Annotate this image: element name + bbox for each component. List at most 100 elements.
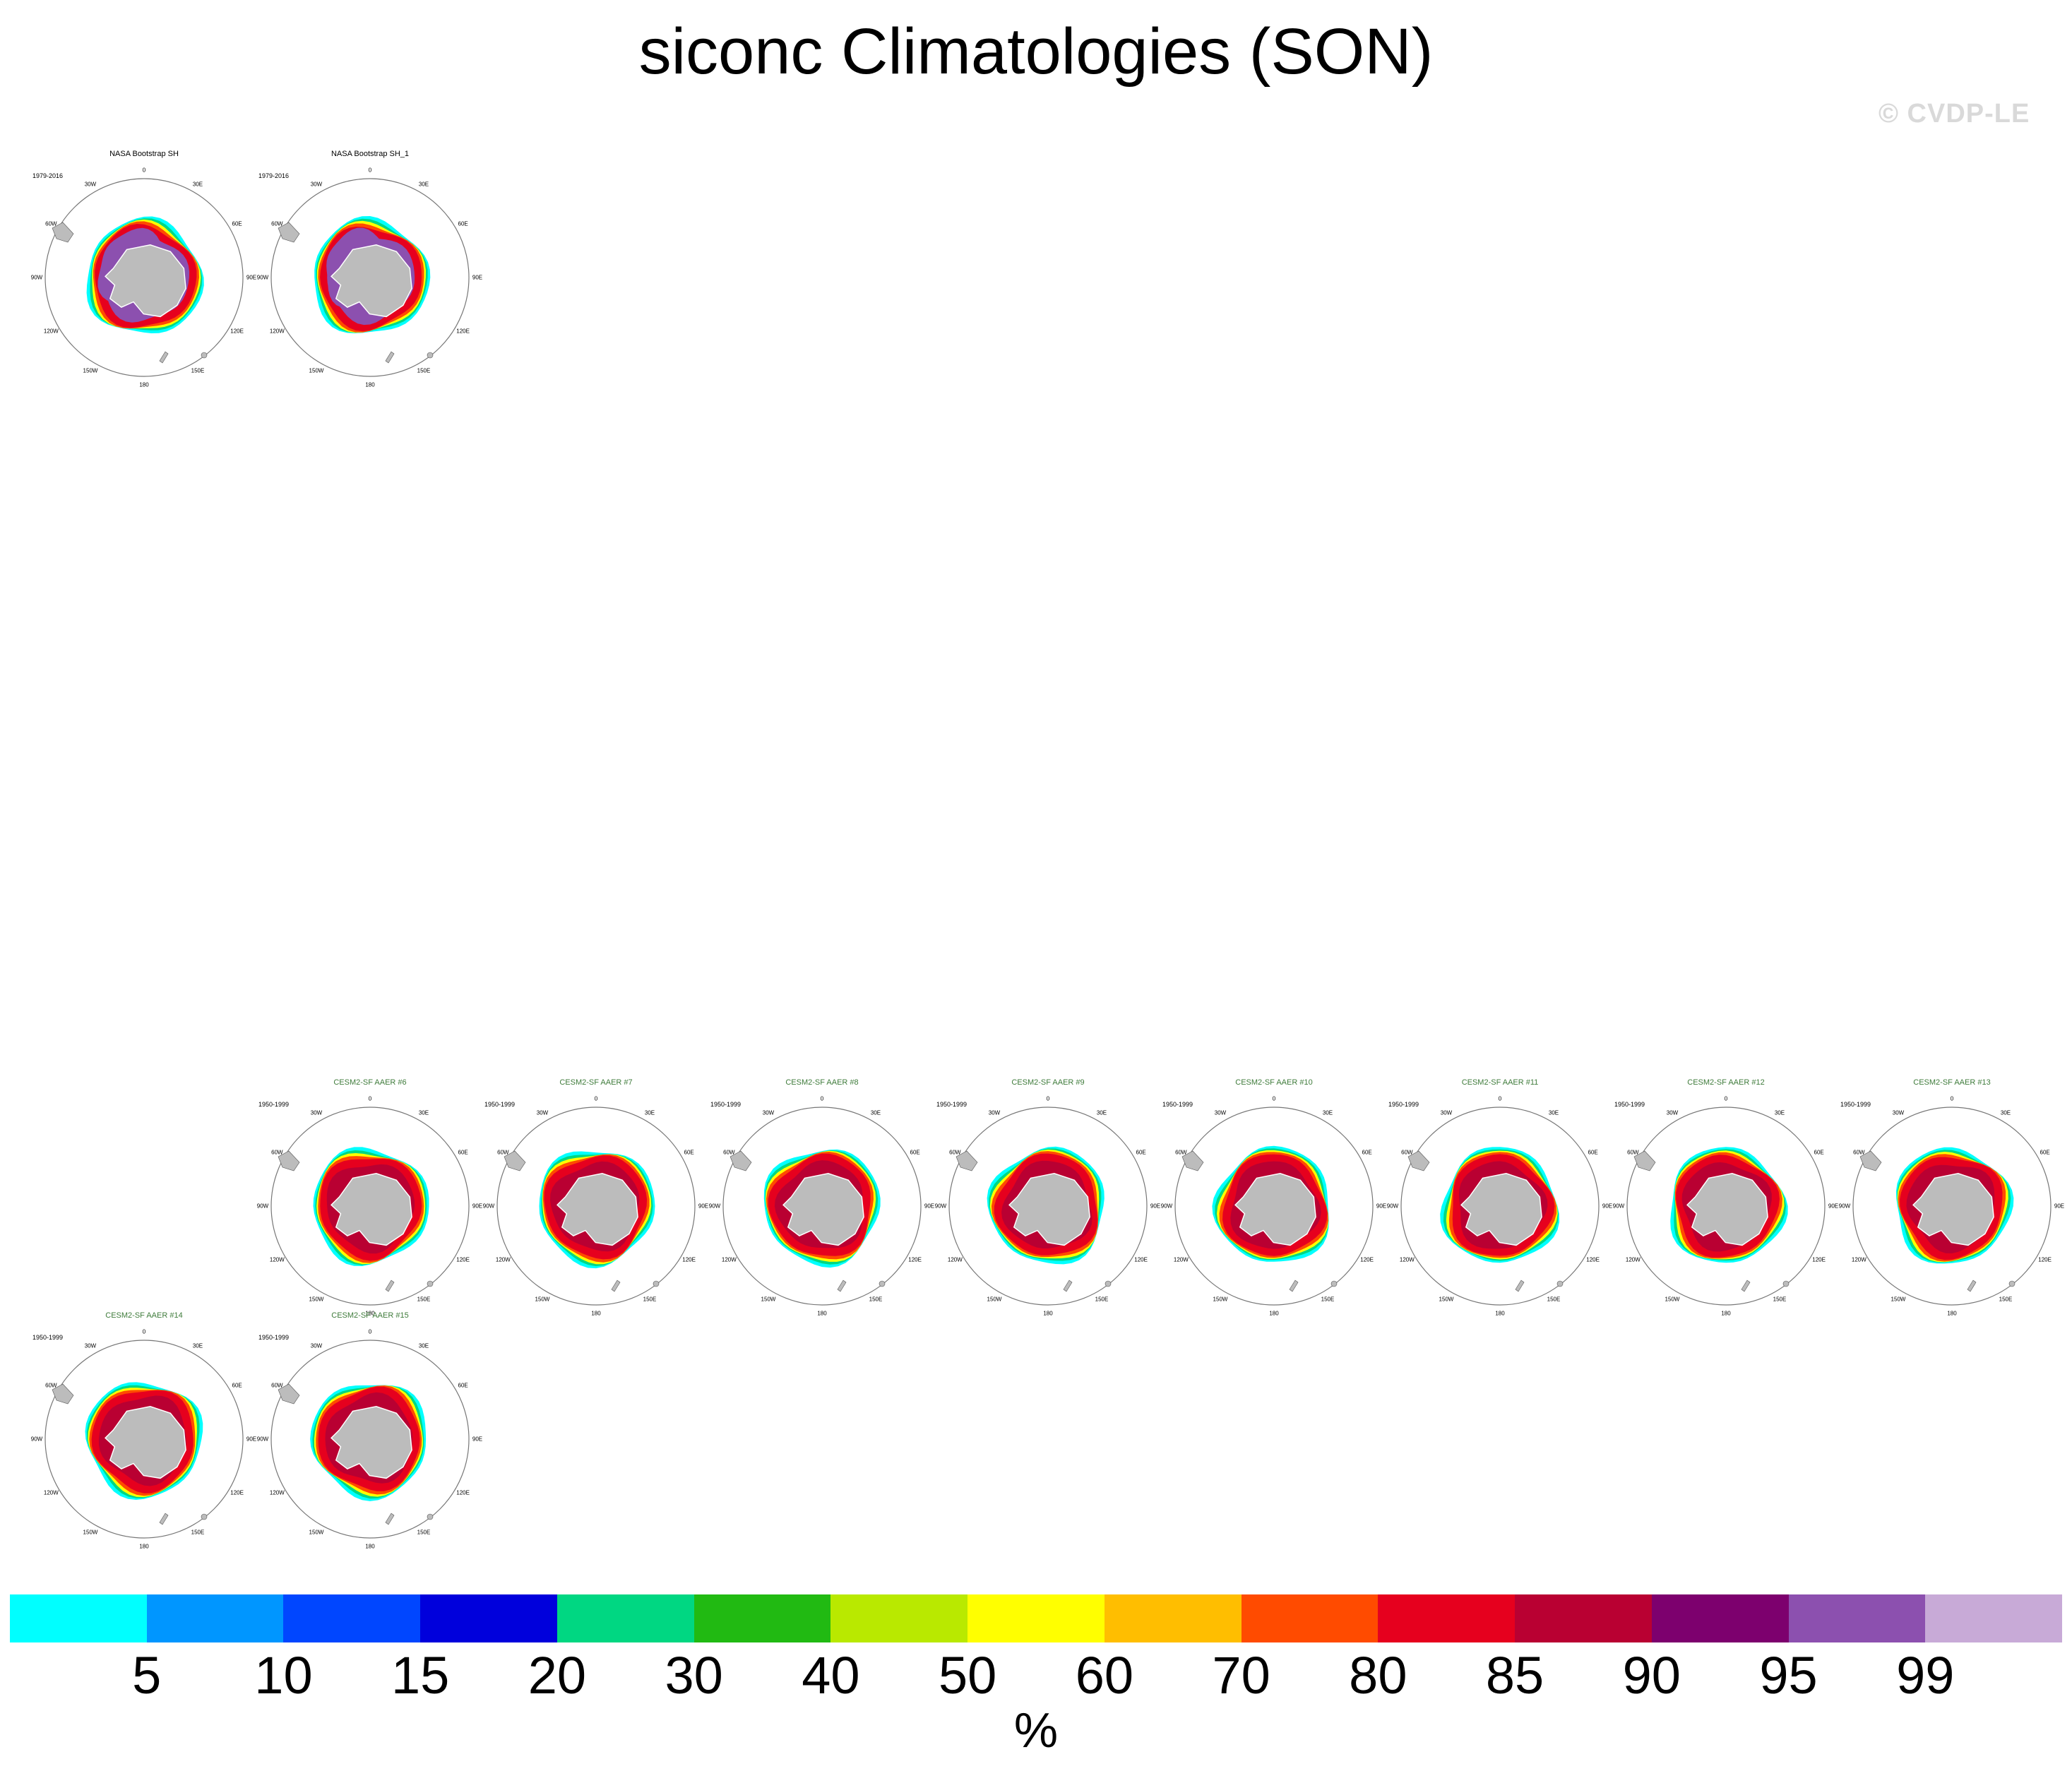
- colorbar-tick-label: 85: [1485, 1646, 1544, 1705]
- colorbar-tick-label: 40: [802, 1646, 860, 1705]
- panel-years: 1950-1999: [1388, 1101, 1419, 1108]
- longitude-label: 90W: [1386, 1203, 1399, 1210]
- south-america-land: [278, 1383, 300, 1405]
- colorbar: [10, 1594, 2063, 1642]
- longitude-label: 90E: [472, 274, 483, 281]
- longitude-label: 60W: [1627, 1149, 1639, 1156]
- longitude-label: 60E: [458, 1382, 468, 1389]
- colorbar-tick-label: 30: [665, 1646, 723, 1705]
- longitude-label: 120W: [1173, 1256, 1189, 1263]
- colorbar-box: [1378, 1594, 1516, 1642]
- tasmania-land: [201, 352, 208, 359]
- colorbar-box: [1788, 1594, 1926, 1642]
- longitude-label: 90W: [30, 274, 43, 281]
- map-panel: CESM2-SF AAER #10 1950-1999 0 30E 60E 90E 120E…: [1161, 1075, 1387, 1323]
- longitude-label: 120W: [269, 328, 285, 335]
- longitude-label: 180: [591, 1310, 601, 1317]
- panel-title: CESM2-SF AAER #9: [1011, 1078, 1085, 1087]
- map-panel: CESM2-SF AAER #6 1950-1999 0 30E 60E 90E 120E 1…: [257, 1075, 483, 1323]
- tasmania-land: [427, 1280, 434, 1287]
- watermark: © CVDP-LE: [1879, 99, 2030, 129]
- panel-years: 1950-1999: [484, 1101, 516, 1108]
- longitude-label: 0: [368, 1095, 372, 1102]
- colorbar-box: [10, 1594, 148, 1642]
- longitude-label: 30E: [1322, 1109, 1333, 1116]
- longitude-label: 120E: [2038, 1256, 2052, 1263]
- antarctica-land: [1008, 1173, 1090, 1246]
- south-america-land: [504, 1150, 526, 1171]
- colorbar-box: [1104, 1594, 1242, 1642]
- antarctica-land: [556, 1173, 638, 1246]
- colorbar-box: [1515, 1594, 1653, 1642]
- polar-map: [496, 1107, 696, 1306]
- longitude-label: 120W: [1625, 1256, 1641, 1263]
- tasmania-land: [201, 1513, 208, 1520]
- longitude-label: 60W: [45, 220, 57, 227]
- colorbar-box: [556, 1594, 695, 1642]
- longitude-label: 0: [1046, 1095, 1050, 1102]
- longitude-label: 30W: [84, 1342, 97, 1349]
- longitude-label: 90W: [1160, 1203, 1173, 1210]
- longitude-label: 120E: [1134, 1256, 1148, 1263]
- panel-title: CESM2-SF AAER #8: [785, 1078, 859, 1087]
- longitude-label: 30E: [192, 181, 203, 188]
- longitude-label: 30W: [310, 181, 323, 188]
- longitude-label: 60E: [2040, 1149, 2050, 1156]
- new-zealand-land: [1063, 1280, 1073, 1292]
- longitude-label: 30E: [418, 181, 429, 188]
- longitude-label: 60W: [497, 1149, 509, 1156]
- longitude-label: 120W: [269, 1489, 285, 1496]
- longitude-label: 120E: [230, 1489, 244, 1496]
- longitude-label: 60E: [1136, 1149, 1146, 1156]
- longitude-label: 30W: [1666, 1109, 1679, 1116]
- colorbar-tick-label: 99: [1896, 1646, 1955, 1705]
- south-america-land: [52, 1383, 74, 1405]
- longitude-label: 150E: [643, 1296, 657, 1303]
- longitude-label: 30W: [1214, 1109, 1227, 1116]
- longitude-label: 150E: [1095, 1296, 1109, 1303]
- panel-years: 1950-1999: [32, 1334, 64, 1341]
- longitude-label: 90W: [256, 274, 269, 281]
- longitude-label: 90E: [1150, 1203, 1161, 1210]
- panel-years: 1950-1999: [936, 1101, 967, 1108]
- map-panel: CESM2-SF AAER #15 1950-1999 0 30E 60E 90E 120E…: [257, 1308, 483, 1556]
- longitude-label: 30W: [536, 1109, 549, 1116]
- colorbar-tick-label: 95: [1759, 1646, 1818, 1705]
- new-zealand-land: [1741, 1280, 1751, 1292]
- longitude-label: 180: [139, 1543, 149, 1550]
- longitude-label: 90E: [924, 1203, 935, 1210]
- longitude-label: 30W: [762, 1109, 775, 1116]
- longitude-label: 90W: [1838, 1203, 1851, 1210]
- longitude-label: 30E: [644, 1109, 655, 1116]
- south-america-land: [52, 222, 74, 243]
- longitude-label: 150W: [1213, 1296, 1228, 1303]
- longitude-label: 0: [1272, 1095, 1276, 1102]
- longitude-label: 150E: [191, 367, 205, 374]
- longitude-label: 180: [365, 1543, 375, 1550]
- longitude-label: 120E: [1812, 1256, 1826, 1263]
- tasmania-land: [879, 1280, 886, 1287]
- map-panel: CESM2-SF AAER #7 1950-1999 0 30E 60E 90E 120E 1…: [483, 1075, 709, 1323]
- map-panel: CESM2-SF AAER #12 1950-1999 0 30E 60E 90E 120E…: [1613, 1075, 1839, 1323]
- longitude-label: 90W: [256, 1203, 269, 1210]
- longitude-label: 90W: [934, 1203, 947, 1210]
- panel-years: 1979-2016: [258, 172, 290, 179]
- longitude-label: 0: [368, 1328, 372, 1335]
- longitude-label: 60W: [45, 1382, 57, 1389]
- longitude-label: 150E: [191, 1529, 205, 1536]
- south-america-land: [1633, 1150, 1656, 1171]
- new-zealand-land: [385, 1280, 395, 1292]
- longitude-label: 180: [1495, 1310, 1505, 1317]
- longitude-label: 150W: [309, 1529, 324, 1536]
- polar-map: [44, 1340, 244, 1539]
- longitude-label: 120W: [1399, 1256, 1415, 1263]
- new-zealand-land: [385, 1513, 395, 1525]
- longitude-label: 90E: [472, 1203, 483, 1210]
- longitude-label: 60W: [1853, 1149, 1865, 1156]
- longitude-label: 30E: [2000, 1109, 2011, 1116]
- panel-title: CESM2-SF AAER #10: [1235, 1078, 1313, 1087]
- longitude-label: 150E: [869, 1296, 883, 1303]
- longitude-label: 60E: [232, 1382, 242, 1389]
- longitude-label: 90E: [246, 1436, 257, 1443]
- longitude-label: 30W: [310, 1342, 323, 1349]
